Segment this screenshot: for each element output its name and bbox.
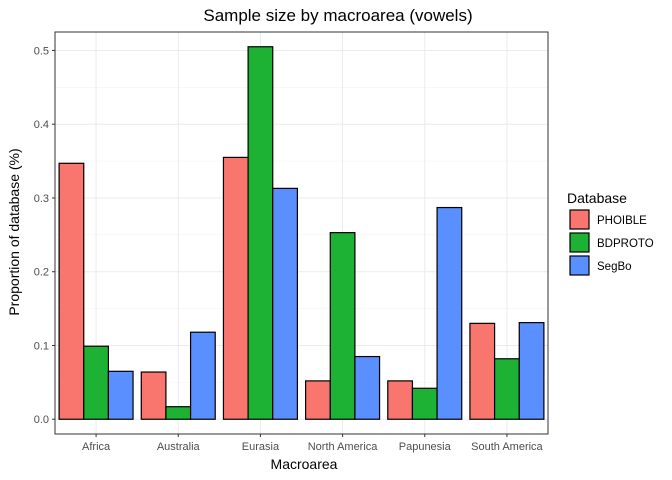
x-tick-label: Australia	[157, 441, 201, 453]
x-axis-title: Macroarea	[271, 456, 338, 472]
x-tick-label: Eurasia	[242, 441, 280, 453]
legend-title: Database	[567, 190, 627, 206]
bar-phoible-papunesia	[387, 380, 414, 420]
y-tick-label: 0.1	[34, 340, 49, 352]
bar-phoible-south-america	[469, 322, 496, 420]
legend: Database PHOIBLE BDPROTO SegBo	[567, 190, 654, 276]
y-tick-label: 0.3	[34, 193, 49, 205]
bar-segbo-papunesia	[436, 206, 463, 420]
bar-bdproto-north-america	[329, 232, 356, 420]
bar-phoible-africa	[58, 162, 85, 420]
bar-bdproto-africa	[83, 345, 110, 420]
bar-bdproto-eurasia	[247, 46, 274, 420]
y-axis-title: Proportion of database (%)	[6, 148, 22, 315]
y-tick-label: 0.2	[34, 267, 49, 279]
x-tick-label: Papunesia	[399, 441, 452, 453]
panel-border	[54, 31, 549, 435]
x-tick-label: South America	[471, 441, 543, 453]
bar-phoible-north-america	[305, 380, 331, 420]
bar-segbo-eurasia	[272, 187, 298, 420]
bar-segbo-north-america	[354, 355, 381, 420]
plot-panel: 0.0 0.1 0.2 0.3 0.4 0.5 Africa Australia Eurasia…	[34, 31, 549, 453]
x-tick-label: North America	[308, 441, 379, 453]
bar-bdproto-papunesia	[411, 387, 438, 420]
y-tick-label: 0.4	[34, 119, 49, 131]
bar-segbo-australia	[189, 331, 216, 420]
y-tick-label: 0.5	[34, 45, 49, 57]
bar-phoible-australia	[140, 371, 167, 420]
legend-key-bdproto	[569, 232, 590, 253]
x-tick-label: Africa	[82, 441, 111, 453]
legend-key-phoible	[569, 209, 590, 230]
chart-title: Sample size by macroarea (vowels)	[203, 6, 472, 25]
bar-phoible-eurasia	[222, 156, 249, 420]
legend-label-phoible: PHOIBLE	[597, 215, 647, 227]
bar-segbo-africa	[107, 370, 134, 420]
legend-label-segbo: SegBo	[597, 261, 632, 273]
y-tick-label: 0.0	[34, 414, 49, 426]
legend-label-bdproto: BDPROTO	[597, 238, 654, 250]
bar-bdproto-australia	[165, 406, 192, 420]
bar-bdproto-south-america	[493, 358, 520, 420]
bar-segbo-south-america	[518, 322, 545, 420]
legend-key-segbo	[569, 255, 590, 276]
